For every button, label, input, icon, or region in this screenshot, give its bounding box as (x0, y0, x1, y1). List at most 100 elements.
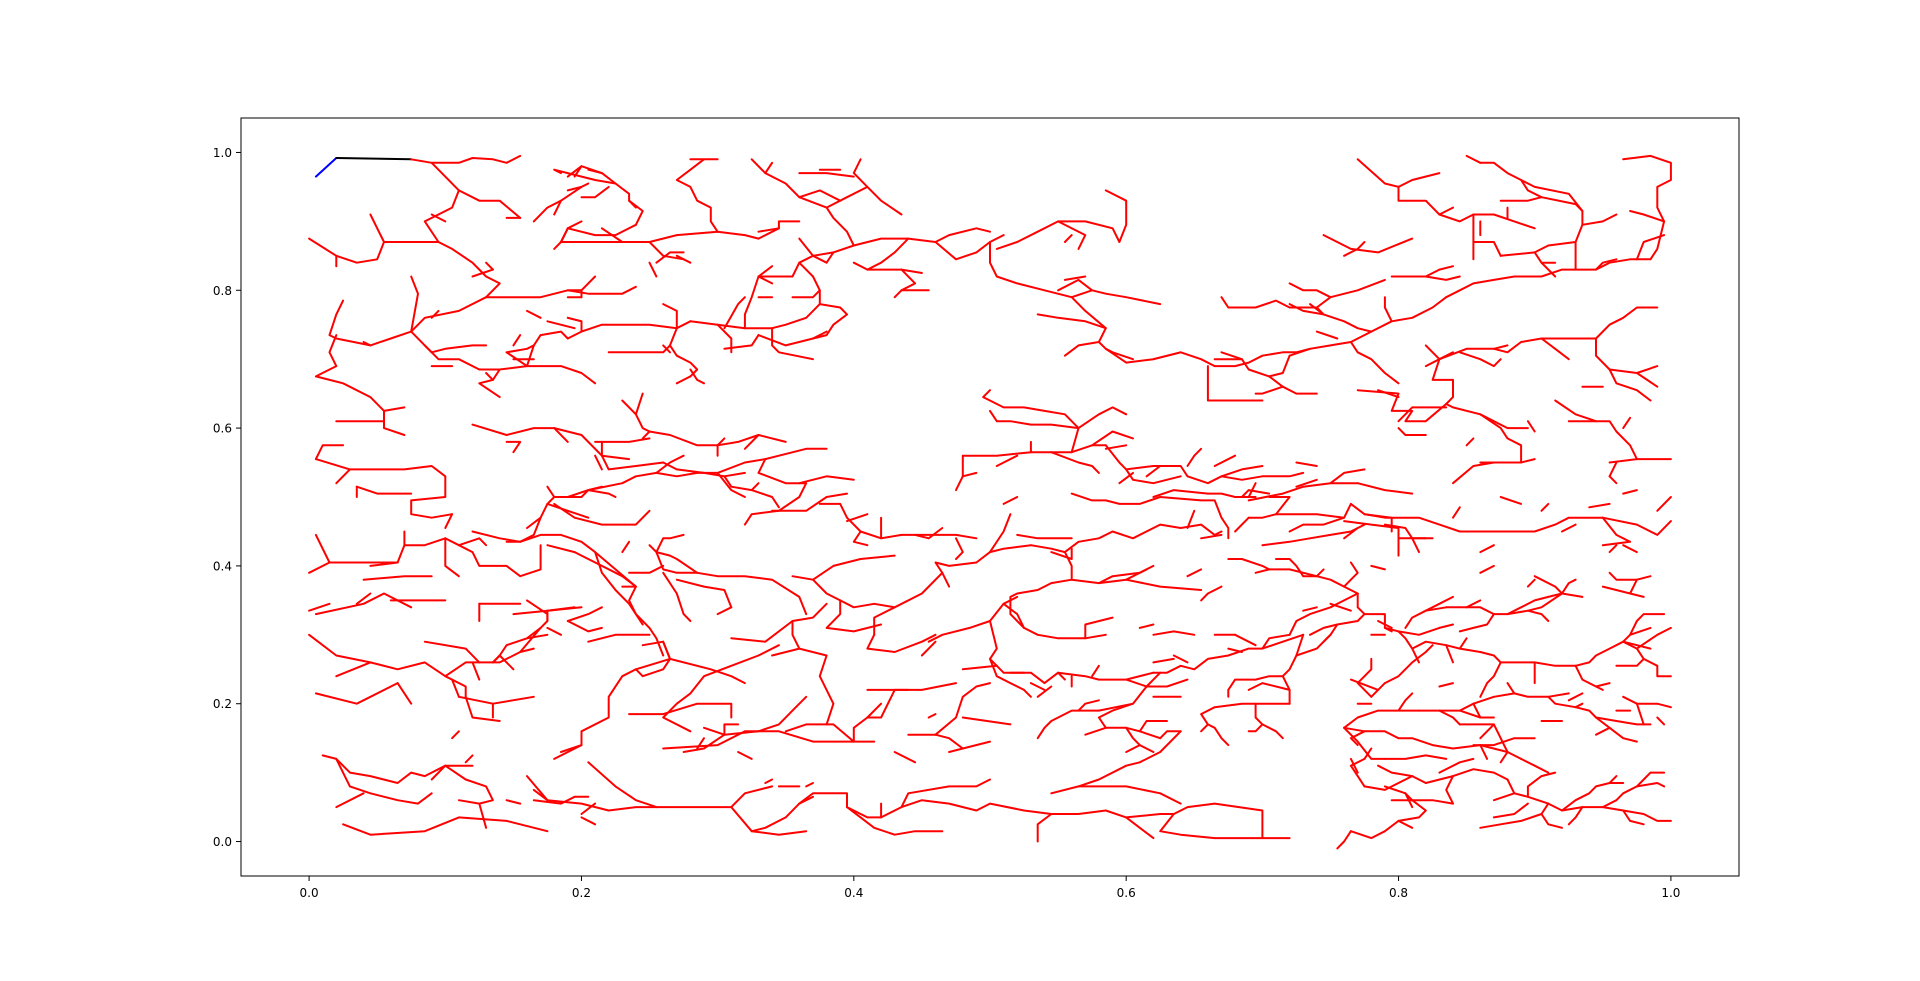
series-2-segment-69 (703, 695, 808, 736)
series-2-segment-506 (1186, 568, 1203, 578)
series-2-segment-239 (764, 161, 855, 247)
series-2-segment-137 (1186, 447, 1203, 467)
series-2-segment-302 (512, 334, 522, 347)
series-2-segment-509 (1261, 537, 1311, 547)
series-2-segment-265 (716, 323, 733, 354)
series-2-segment-8 (566, 285, 637, 295)
series-2-segment-343 (355, 592, 372, 605)
series-2-segment-317 (505, 440, 522, 454)
series-2-segment-171 (1622, 416, 1632, 430)
series-2-segment-45 (444, 764, 494, 805)
series-2-segment-166 (1635, 372, 1659, 388)
series-2-segment-27 (444, 537, 460, 578)
series-2-segment-289 (587, 168, 603, 175)
series-2-segment-220 (1206, 365, 1264, 402)
axes-frame (240, 117, 1740, 877)
series-2-segment-377 (1200, 702, 1291, 747)
series-2-segment-355 (580, 802, 597, 815)
series-2-segment-258 (757, 265, 774, 278)
series-2-segment-477 (1377, 764, 1427, 784)
series-2-segment-380 (1261, 723, 1284, 740)
series-2-segment-160 (1424, 358, 1441, 368)
series-2-segment-96 (934, 561, 978, 588)
series-2-segment-352 (505, 799, 522, 805)
series-2-segment-283 (675, 158, 719, 233)
series-2-segment-519 (995, 454, 1019, 467)
series-2-segment-53 (580, 816, 597, 826)
series-2-segment-47 (587, 761, 658, 809)
series-2-segment-371 (1125, 678, 1148, 688)
series-2-segment-139 (1070, 492, 1230, 540)
series-2-segment-402 (1343, 561, 1359, 588)
series-2-segment-68 (791, 602, 835, 726)
series-2-segment-500 (1383, 754, 1448, 760)
series-2-segment-291 (553, 182, 590, 216)
series-2-segment-535 (1622, 489, 1638, 495)
series-2-segment-378 (1200, 723, 1209, 733)
series-2-segment-491 (1601, 782, 1666, 809)
series-2-segment-499 (1438, 757, 1475, 774)
series-2-segment-388 (1138, 720, 1168, 733)
series-2-segment-475 (1424, 768, 1509, 784)
series-2-segment-224 (1104, 347, 1134, 361)
series-2-segment-235 (852, 237, 910, 271)
series-2-segment-192 (1356, 158, 1400, 188)
series-2-segment-263 (669, 344, 699, 378)
series-2-segment-266 (526, 330, 569, 368)
series-2-segment-299 (648, 261, 658, 278)
y-tick-label-4: 0.8 (213, 284, 232, 298)
series-2-segment-351 (464, 754, 474, 764)
series-2-segment-272 (430, 309, 440, 319)
series-2-segment-451 (1349, 730, 1366, 747)
series-2-segment-340 (526, 516, 542, 529)
series-2-segment-169 (1567, 420, 1638, 461)
series-2-segment-245 (750, 158, 767, 175)
series-2-segment-517 (846, 513, 869, 523)
series-2-segment-97 (791, 571, 944, 609)
series-2-segment-49 (553, 744, 583, 760)
series-2-segment-374 (1288, 592, 1359, 636)
series-2-segment-201 (1533, 241, 1577, 254)
series-2-segment-109 (655, 533, 685, 554)
series-2-segment-354 (532, 788, 549, 802)
series-2-segment-32 (444, 661, 481, 678)
x-tick-label-0: 0.0 (300, 886, 319, 900)
series-2-segment-34 (396, 682, 413, 705)
series-2-segment-524 (1213, 454, 1237, 467)
series-2-segment-334 (526, 633, 549, 640)
series-2-segment-18 (314, 444, 345, 461)
series-2-segment-322 (750, 482, 760, 492)
series-1-segment-0 (335, 157, 413, 161)
series-2-segment-526 (1295, 478, 1318, 488)
series-2-segment-21 (355, 485, 413, 495)
series-2-segment-454 (1438, 709, 1461, 726)
series-2-segment-320 (600, 454, 631, 461)
series-2-segment-368 (1057, 671, 1066, 681)
series-2-segment-518 (961, 471, 978, 478)
series-2-segment-487 (1492, 792, 1516, 802)
series-2-segment-275 (485, 261, 494, 271)
series-2-segment-157 (1465, 437, 1475, 447)
series-2-segment-341 (369, 561, 399, 567)
series-2-segment-376 (1227, 675, 1284, 698)
series-2-segment-383 (1097, 671, 1162, 712)
series-2-segment-65 (1050, 785, 1182, 805)
series-2-segment-87 (1009, 578, 1203, 629)
series-2-segment-242 (866, 185, 903, 216)
series-2-segment-84 (989, 657, 1032, 698)
series-2-segment-130 (1070, 406, 1128, 454)
series-2-segment-439 (1424, 595, 1454, 612)
series-2-segment-421 (1622, 640, 1652, 650)
series-2-segment-373 (1261, 633, 1291, 650)
series-2-segment-294 (532, 199, 562, 223)
series-2-segment-203 (1424, 268, 1441, 278)
series-2-segment-413 (1458, 637, 1468, 650)
series-2-segment-278 (566, 223, 637, 237)
series-2-segment-409 (1383, 626, 1441, 636)
series-2-segment-287 (628, 199, 637, 209)
series-2-segment-382 (1247, 682, 1291, 691)
series-2-segment-478 (1363, 775, 1414, 791)
series-2-segment-190 (1499, 196, 1543, 202)
x-tick-label-4: 0.8 (1389, 886, 1408, 900)
